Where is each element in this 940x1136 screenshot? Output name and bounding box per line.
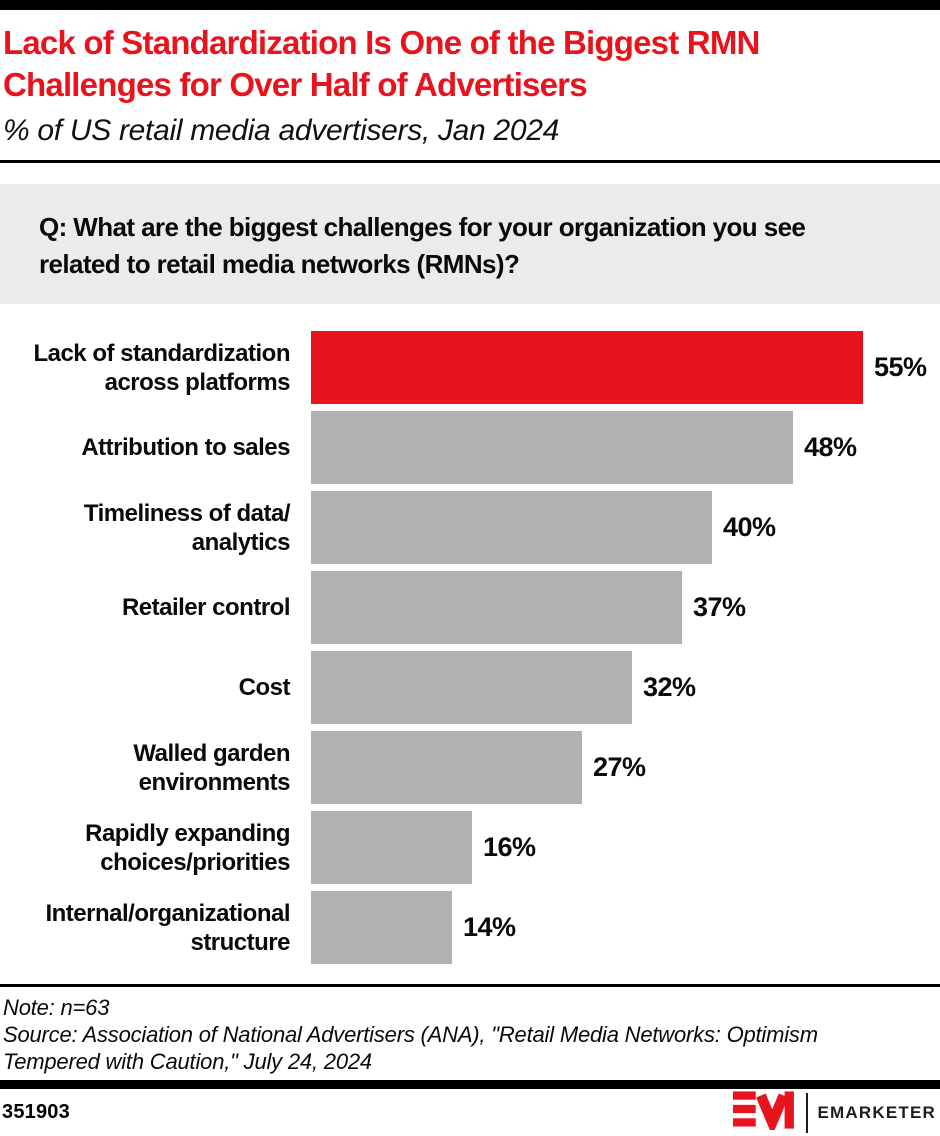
- bar: [311, 891, 452, 964]
- bar-area: 16%: [311, 811, 940, 884]
- category-label: Rapidly expanding choices/priorities: [0, 811, 290, 884]
- page-title-line-1: Lack of Standardization Is One of the Bi…: [3, 24, 760, 61]
- bar-area: 55%: [311, 331, 940, 404]
- bar: [311, 571, 682, 644]
- bar-area: 27%: [311, 731, 940, 804]
- bar-value-label: 14%: [463, 912, 516, 942]
- notes-section: Note: n=63 Source: Association of Nation…: [0, 994, 940, 1075]
- chart-row: Internal/organizational structure 14%: [0, 891, 940, 964]
- bar-area: 40%: [311, 491, 940, 564]
- brand-name: EMARKETER: [817, 1102, 936, 1122]
- bar-area: 48%: [311, 411, 940, 484]
- category-label: Cost: [0, 651, 291, 724]
- category-label-line: structure: [190, 928, 290, 956]
- bar-chart: Lack of standardization across platforms 5…: [0, 331, 940, 964]
- bar-area: 14%: [311, 891, 940, 964]
- bar-value-label: 16%: [483, 832, 536, 862]
- chart-row: Rapidly expanding choices/priorities 16%: [0, 811, 940, 884]
- category-label-line: across platforms: [104, 368, 291, 396]
- chart-row: Attribution to sales 48%: [0, 411, 940, 484]
- category-label-line: Rapidly expanding: [85, 819, 290, 847]
- emarketer-logo: EMARKETER: [732, 1090, 936, 1136]
- category-label: Lack of standardization across platforms: [0, 331, 290, 404]
- bar-area: 32%: [311, 651, 940, 724]
- category-label-line: environments: [138, 768, 291, 796]
- bar-value-label: 37%: [693, 592, 746, 622]
- survey-question-line-1: Q: What are the biggest challenges for y…: [39, 212, 806, 242]
- category-label-line: Timeliness of data/: [83, 499, 291, 527]
- em-logo-icon: [732, 1090, 797, 1136]
- logo-divider: [805, 1092, 808, 1133]
- note-text: Note: n=63: [3, 995, 110, 1020]
- chart-row: Lack of standardization across platforms 5…: [0, 331, 940, 404]
- bar-value-label: 27%: [593, 752, 646, 782]
- category-label-line: choices/priorities: [100, 848, 290, 876]
- bar: [311, 651, 632, 724]
- chart-row: Timeliness of data/analytics 40%: [0, 491, 940, 564]
- chart-header: Lack of Standardization Is One of the Bi…: [0, 10, 940, 148]
- category-label-line: Cost: [238, 674, 291, 701]
- category-label-line: Attribution to sales: [81, 434, 290, 461]
- category-label-line: Internal/organizational: [45, 899, 290, 927]
- bar-value-label: 40%: [723, 512, 776, 542]
- top-border-bar: [0, 0, 940, 10]
- survey-question-box: Q: What are the biggest challenges for y…: [0, 184, 940, 304]
- footer: 351903 EMARKETER: [0, 1089, 940, 1136]
- chart-row: Cost 32%: [0, 651, 940, 724]
- source-text-line-2: Tempered with Caution," July 24, 2024: [3, 1049, 372, 1074]
- chart-row: Walled garden environments 27%: [0, 731, 940, 804]
- source-text-line-1: Source: Association of National Advertis…: [3, 1022, 818, 1047]
- chart-subtitle: % of US retail media advertisers, Jan 20…: [3, 114, 560, 147]
- category-label: Walled garden environments: [0, 731, 290, 804]
- footer-border-bar: [0, 1080, 940, 1089]
- bar: [311, 731, 582, 804]
- category-label-line: analytics: [191, 528, 291, 556]
- bar: [311, 491, 712, 564]
- category-label-line: Retailer control: [121, 594, 291, 621]
- category-label: Retailer control: [0, 571, 291, 644]
- chart-footer-divider-rule: [0, 984, 940, 987]
- header-divider-rule: [0, 160, 940, 163]
- bar-value-label: 32%: [643, 672, 696, 702]
- page-title-line-2: Challenges for Over Half of Advertisers: [3, 66, 588, 103]
- bar: [311, 811, 472, 884]
- survey-question-line-2: related to retail media networks (RMNs)?: [39, 249, 520, 279]
- bar-area: 37%: [311, 571, 940, 644]
- bar-value-label: 48%: [804, 432, 857, 462]
- chart-row: Retailer control 37%: [0, 571, 940, 644]
- category-label: Internal/organizational structure: [0, 891, 290, 964]
- bar-value-label: 55%: [874, 352, 927, 382]
- category-label-line: Lack of standardization: [33, 339, 290, 367]
- bar: [311, 411, 793, 484]
- category-label: Attribution to sales: [0, 411, 290, 484]
- chart-id: 351903: [2, 1101, 70, 1123]
- category-label-line: Walled garden: [133, 739, 290, 767]
- category-label: Timeliness of data/analytics: [0, 491, 291, 564]
- bar-highlighted: [311, 331, 863, 404]
